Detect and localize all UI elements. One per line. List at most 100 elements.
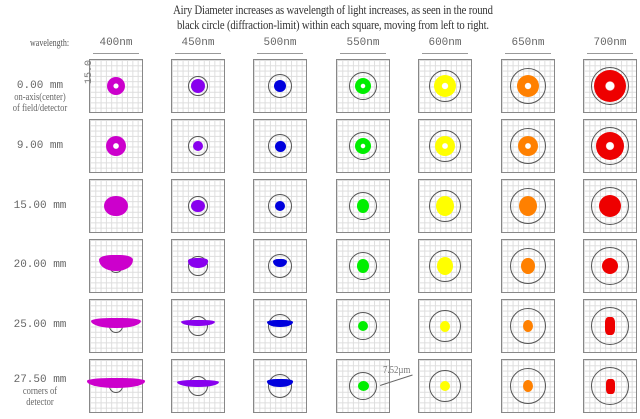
ray-spot-pattern [357,198,369,214]
spot-diagram-cell [336,239,390,293]
ray-spot-pattern [521,257,535,275]
row-field-position: 25.00 mm [13,319,67,331]
ray-spot-pattern [91,317,141,329]
ray-spot-pattern [523,380,533,392]
title-line-2: black circle (diffraction-limit) within … [177,17,489,32]
row-sub-label: on-axis(center) [14,92,66,103]
ray-spot-pattern [518,136,538,156]
ray-spot-pattern [275,201,285,211]
airy-disk-circle [510,248,546,284]
spot-diagram-cell [501,59,555,113]
airy-disk-circle [429,130,461,162]
ray-spot-pattern [274,80,286,92]
airy-disk-circle [591,307,629,345]
row-field-position: 20.00 mm [13,259,67,271]
ray-spot-pattern [517,75,539,97]
column-header-500nm: 500nm [263,37,297,49]
ray-spot-pattern [355,138,371,154]
airy-disk-circle [429,70,461,102]
column-underline [587,53,633,54]
column-header-400nm: 400nm [99,37,133,49]
spot-diagram-cell [336,299,390,353]
ray-spot-pattern [357,381,369,391]
row-field-position: 27.50 mm [13,374,67,386]
ray-spot-pattern [86,378,146,388]
spot-diagram-cell [253,239,307,293]
ray-spot-pattern [180,319,216,327]
row-field-position: 15.00 mm [13,200,67,212]
ray-spot-pattern [440,381,450,391]
spot-diagram-cell [583,359,637,413]
row-sub-label: corners of [22,386,58,397]
ray-spot-pattern [605,378,615,394]
spot-diagram-cell [253,179,307,233]
airy-disk-circle [591,247,629,285]
airy-disk-circle [349,192,377,220]
ray-spot-pattern [193,141,203,151]
spot-diagram-cell [336,359,390,413]
spot-diagram-cell [171,299,225,353]
airy-disk-circle [510,68,546,104]
spot-diagram-cell [418,179,472,233]
column-underline [340,53,386,54]
column-header-650nm: 650nm [511,37,545,49]
ray-spot-pattern [594,70,626,102]
airy-disk-circle [429,190,461,222]
airy-disk-circle [510,308,546,344]
ray-spot-pattern [440,320,450,332]
airy-disk-circle [591,127,629,165]
column-underline [93,53,139,54]
airy-disk-circle [591,67,629,105]
spot-diagram-cell [253,299,307,353]
row-field-position: 0.00 mm [16,80,64,92]
ray-spot-pattern [191,79,205,93]
ray-spot-pattern [187,258,209,268]
title-line-1: Airy Diameter increases as wavelength of… [173,2,493,17]
row-field-position: 9.00 mm [16,140,64,152]
ray-spot-pattern [266,319,294,327]
airy-disk-circle [268,134,292,158]
spot-diagram-cell [583,179,637,233]
ray-spot-pattern [604,317,616,335]
ray-spot-pattern [523,320,533,332]
scale-label: 15.0 [84,59,95,84]
column-header-700nm: 700nm [593,37,627,49]
spot-diagram-cell [89,119,143,173]
airy-disk-circle [188,316,208,336]
airy-disk-circle [429,250,461,282]
ray-spot-pattern [519,196,537,216]
row-label-field-height: 20.00 mm [0,259,80,271]
ray-spot-pattern [274,140,286,152]
spot-diagram-cell [86,359,146,413]
spot-diagram-cell [418,239,472,293]
row-label-field-height: 15.00 mm [0,200,80,212]
column-underline [257,53,303,54]
airy-disk-circle [510,368,546,404]
airy-disk-circle [510,128,546,164]
ray-spot-pattern [266,379,294,387]
spot-diagram-cell [583,299,637,353]
wavelength-label: wavelength: [30,38,70,49]
airy-disk-circle [268,74,292,98]
airy-disk-circle [429,370,461,402]
airy-disk-circle [591,187,629,225]
spot-diagram-cell [171,359,225,413]
spot-diagram-cell [336,119,390,173]
spot-diagram-cell [583,239,637,293]
column-underline [175,53,221,54]
airy-disk-circle [591,367,629,405]
spot-diagram-cell [171,179,225,233]
spot-diagram-cell [501,239,555,293]
ray-spot-pattern [357,258,369,274]
airy-disk-circle [349,312,377,340]
airy-disk-circle [188,136,208,156]
airy-diameter-annotation: 7.52µm [383,364,411,376]
airy-disk-circle [349,252,377,280]
ray-spot-pattern [355,78,371,94]
ray-spot-pattern [107,77,125,95]
spot-diagram-cell [253,359,307,413]
row-sub-label: detector [26,397,54,408]
spot-diagram-cell [418,59,472,113]
airy-disk-circle [188,256,208,276]
airy-disk-circle [349,372,377,400]
